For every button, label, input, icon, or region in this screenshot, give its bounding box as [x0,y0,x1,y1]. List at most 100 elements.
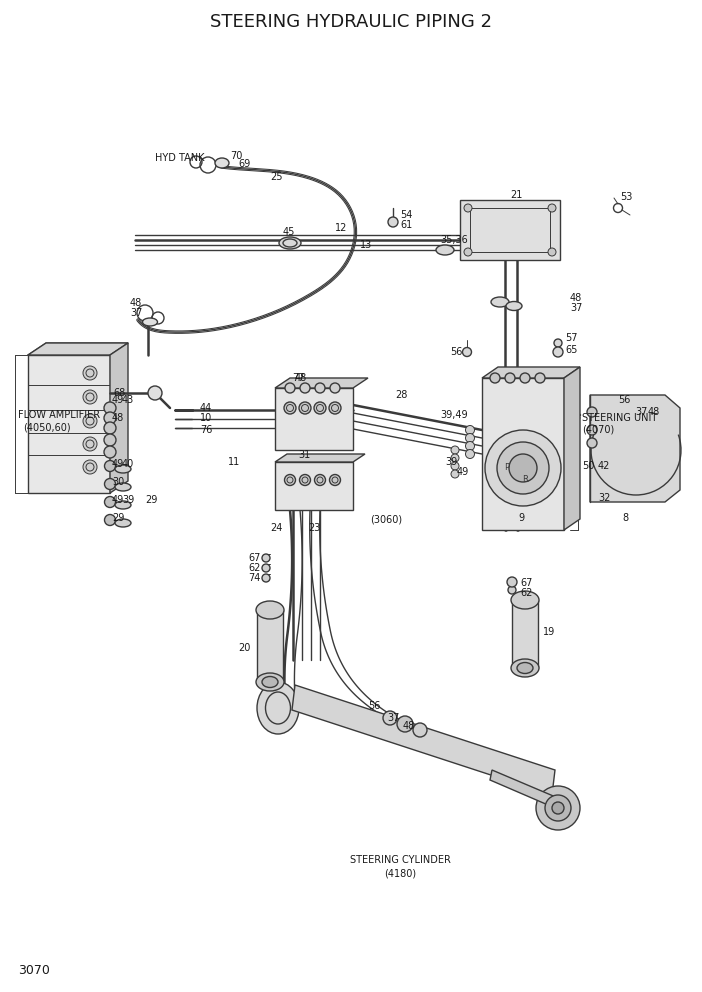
Circle shape [284,402,296,414]
Circle shape [509,454,537,482]
Text: 54: 54 [400,210,412,220]
Polygon shape [292,685,555,795]
Text: 48: 48 [570,293,582,303]
Circle shape [451,462,459,470]
Text: 29: 29 [112,513,124,523]
Text: 62: 62 [520,588,532,598]
Circle shape [148,386,162,400]
Circle shape [104,446,116,458]
Circle shape [548,204,556,212]
Polygon shape [110,343,128,493]
Text: 56: 56 [618,395,630,405]
Bar [28,355,110,493]
Circle shape [464,248,472,256]
Circle shape [587,438,597,448]
Circle shape [465,426,475,434]
Circle shape [507,577,517,587]
Text: 57: 57 [565,333,578,343]
Bar [512,600,538,668]
Polygon shape [275,378,368,388]
Circle shape [105,478,116,489]
Circle shape [383,711,397,725]
Circle shape [497,442,549,494]
Text: 31: 31 [298,450,310,460]
Text: 20: 20 [238,643,251,653]
Circle shape [505,373,515,383]
Ellipse shape [115,483,131,491]
Text: 45: 45 [283,227,296,237]
Bar [470,208,550,252]
Text: 37: 37 [635,407,647,417]
Text: 67: 67 [248,553,260,563]
Circle shape [314,402,326,414]
Circle shape [104,412,116,424]
Text: 25: 25 [270,172,282,182]
Text: 9: 9 [518,513,524,523]
Text: 65: 65 [565,345,577,355]
Circle shape [465,441,475,450]
Text: 69: 69 [238,159,250,169]
Circle shape [463,347,472,356]
Circle shape [520,373,530,383]
Circle shape [552,802,564,814]
Circle shape [262,554,270,562]
Text: 53: 53 [620,192,633,202]
Circle shape [545,795,571,821]
Circle shape [315,383,325,393]
Text: (4180): (4180) [384,868,416,878]
Polygon shape [564,367,580,530]
Circle shape [553,347,563,357]
Circle shape [285,383,295,393]
Circle shape [104,402,116,414]
Circle shape [104,422,116,434]
Circle shape [299,402,311,414]
Circle shape [451,470,459,478]
Circle shape [554,339,562,347]
Circle shape [413,723,427,737]
Text: 61: 61 [400,220,412,230]
Text: 76: 76 [200,425,213,435]
Circle shape [330,383,340,393]
Text: 37: 37 [130,308,143,318]
Text: P: P [504,463,509,472]
Text: HYD TANK: HYD TANK [155,153,204,163]
Circle shape [83,366,97,380]
Ellipse shape [491,297,509,307]
Polygon shape [490,770,558,808]
Circle shape [465,449,475,458]
Text: 29: 29 [145,495,157,505]
Text: 48: 48 [403,721,416,731]
Text: 48: 48 [295,373,307,383]
Circle shape [535,373,545,383]
Circle shape [105,515,116,526]
Bar [482,378,564,530]
Text: 77: 77 [293,373,305,383]
Text: 13: 13 [360,240,372,250]
Circle shape [464,204,472,212]
Ellipse shape [517,663,533,674]
Text: (3060): (3060) [370,515,402,525]
Circle shape [587,407,597,417]
Text: 48: 48 [112,413,124,423]
Text: 23: 23 [308,523,320,533]
Circle shape [451,454,459,462]
Circle shape [508,586,516,594]
Text: 43: 43 [122,395,134,405]
Circle shape [490,373,500,383]
Ellipse shape [279,237,301,249]
Polygon shape [482,367,580,378]
Circle shape [465,434,475,442]
Text: 10: 10 [200,413,212,423]
Text: 48: 48 [648,407,661,417]
Text: 21: 21 [510,190,522,200]
Circle shape [300,474,310,485]
Circle shape [300,383,310,393]
Circle shape [262,574,270,582]
Text: 62: 62 [248,563,260,573]
Ellipse shape [215,158,229,168]
Text: FLOW AMPLIFIER: FLOW AMPLIFIER [18,410,100,420]
Ellipse shape [256,601,284,619]
Text: 56: 56 [368,701,380,711]
Circle shape [83,437,97,451]
Ellipse shape [506,302,522,310]
